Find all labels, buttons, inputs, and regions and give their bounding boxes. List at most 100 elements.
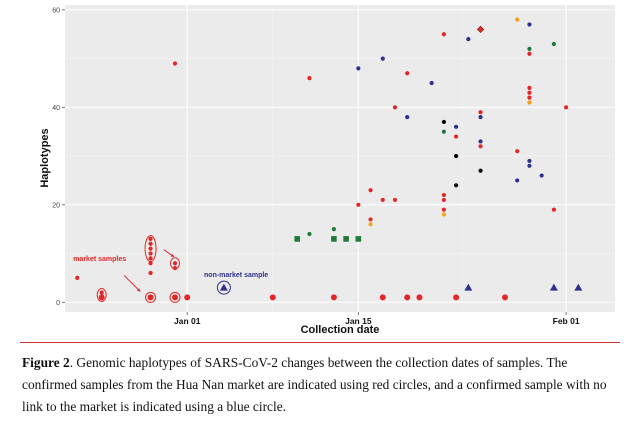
data-point: [429, 80, 434, 86]
non-market-sample-label: non-market sample: [204, 272, 268, 279]
annotation-arrow: [123, 275, 141, 292]
data-point: [392, 197, 398, 203]
data-point: [356, 66, 361, 71]
data-point: [527, 95, 532, 100]
data-point: [527, 22, 532, 27]
data-point: [441, 207, 446, 212]
annotation-ellipse: [144, 235, 157, 263]
data-point: [148, 236, 153, 242]
y-axis-ticks: 0 20 40 60: [52, 7, 65, 307]
data-point: [441, 129, 446, 134]
annotations: market samples non-market sample: [73, 235, 268, 303]
data-point: [515, 17, 520, 22]
data-point: [330, 294, 337, 301]
data-point: [172, 61, 178, 66]
data-point: [478, 144, 483, 149]
data-point: [453, 294, 460, 301]
data-point: [502, 294, 508, 301]
data-point: [368, 217, 373, 222]
data-point: [551, 41, 556, 47]
annotation-arrowhead: [136, 288, 141, 292]
data-point: [478, 110, 483, 115]
data-point: [172, 261, 178, 266]
haplotype-scatter-chart: 0 20 40 60 Jan 01 Jan 15 Feb 01 market sample…: [39, 5, 615, 336]
data-point: [172, 294, 178, 301]
data-point: [551, 207, 556, 212]
data-point: [416, 294, 423, 301]
x-tick-label: Feb 01: [553, 316, 580, 326]
x-tick-label: Jan 01: [174, 316, 201, 326]
data-point: [454, 183, 459, 188]
y-axis-label: Haplotypes: [39, 128, 51, 187]
caption-divider: [20, 342, 620, 343]
data-point-square: [294, 236, 301, 242]
grid-lines: [65, 5, 615, 312]
data-point: [527, 51, 532, 56]
data-point-square: [355, 236, 362, 242]
data-point: [441, 192, 446, 198]
figure-caption: Figure 2. Genomic haplotypes of SARS-CoV…: [22, 352, 618, 418]
data-point-diamond: [476, 25, 485, 33]
data-point: [380, 197, 385, 203]
data-point: [368, 222, 373, 227]
data-point: [478, 139, 483, 144]
data-point: [441, 197, 446, 203]
data-point: [478, 168, 483, 173]
data-point: [331, 227, 336, 232]
data-point: [405, 71, 410, 76]
data-point: [148, 261, 153, 266]
data-point: [269, 294, 276, 301]
caption-label: Figure 2: [22, 355, 70, 370]
data-point: [99, 290, 104, 295]
data-point: [527, 158, 532, 164]
data-point: [539, 173, 544, 178]
data-point: [380, 56, 385, 61]
y-tick-label: 0: [56, 300, 60, 307]
data-point: [466, 37, 471, 42]
annotation-ellipse: [145, 291, 157, 303]
data-point: [454, 124, 459, 129]
data-point: [379, 294, 386, 301]
annotation-ellipse: [96, 287, 107, 302]
data-point-square: [331, 236, 337, 242]
annotation-arrowhead: [170, 253, 174, 257]
data-point-triangle: [464, 283, 473, 291]
data-point: [98, 294, 105, 301]
annotation-ellipse: [169, 291, 181, 303]
data-point: [148, 270, 153, 276]
data-point: [148, 246, 153, 251]
x-axis-label: Collection date: [301, 324, 380, 336]
data-point: [148, 251, 153, 256]
data-point: [307, 75, 312, 81]
data-point: [75, 275, 80, 280]
caption-text: . Genomic haplotypes of SARS-CoV-2 chang…: [22, 355, 607, 414]
data-point: [172, 266, 178, 271]
data-point: [148, 241, 153, 246]
data-point: [441, 32, 446, 37]
data-point: [184, 294, 191, 301]
data-point: [392, 105, 398, 110]
annotation-ellipse: [216, 280, 231, 295]
x-tick-label: Jan 15: [345, 316, 372, 326]
x-axis-ticks: Jan 01 Jan 15 Feb 01: [174, 312, 580, 326]
data-point: [515, 149, 520, 154]
data-point-triangle: [219, 283, 228, 291]
data-point: [454, 153, 459, 159]
plot-panel: [65, 5, 615, 312]
data-point-triangle: [549, 283, 558, 291]
data-point: [527, 100, 532, 105]
data-point: [478, 114, 483, 120]
data-point: [148, 256, 153, 261]
data-point: [527, 163, 532, 168]
data-point-square: [343, 236, 349, 242]
data-point: [564, 105, 569, 110]
y-tick-label: 20: [52, 202, 60, 209]
data-point: [307, 231, 312, 237]
data-point: [515, 178, 520, 183]
data-point: [527, 90, 532, 95]
data-point: [527, 85, 532, 90]
data-point: [368, 188, 373, 193]
data-point: [356, 202, 361, 207]
data-point: [441, 212, 446, 217]
data-point-triangle: [574, 283, 583, 291]
